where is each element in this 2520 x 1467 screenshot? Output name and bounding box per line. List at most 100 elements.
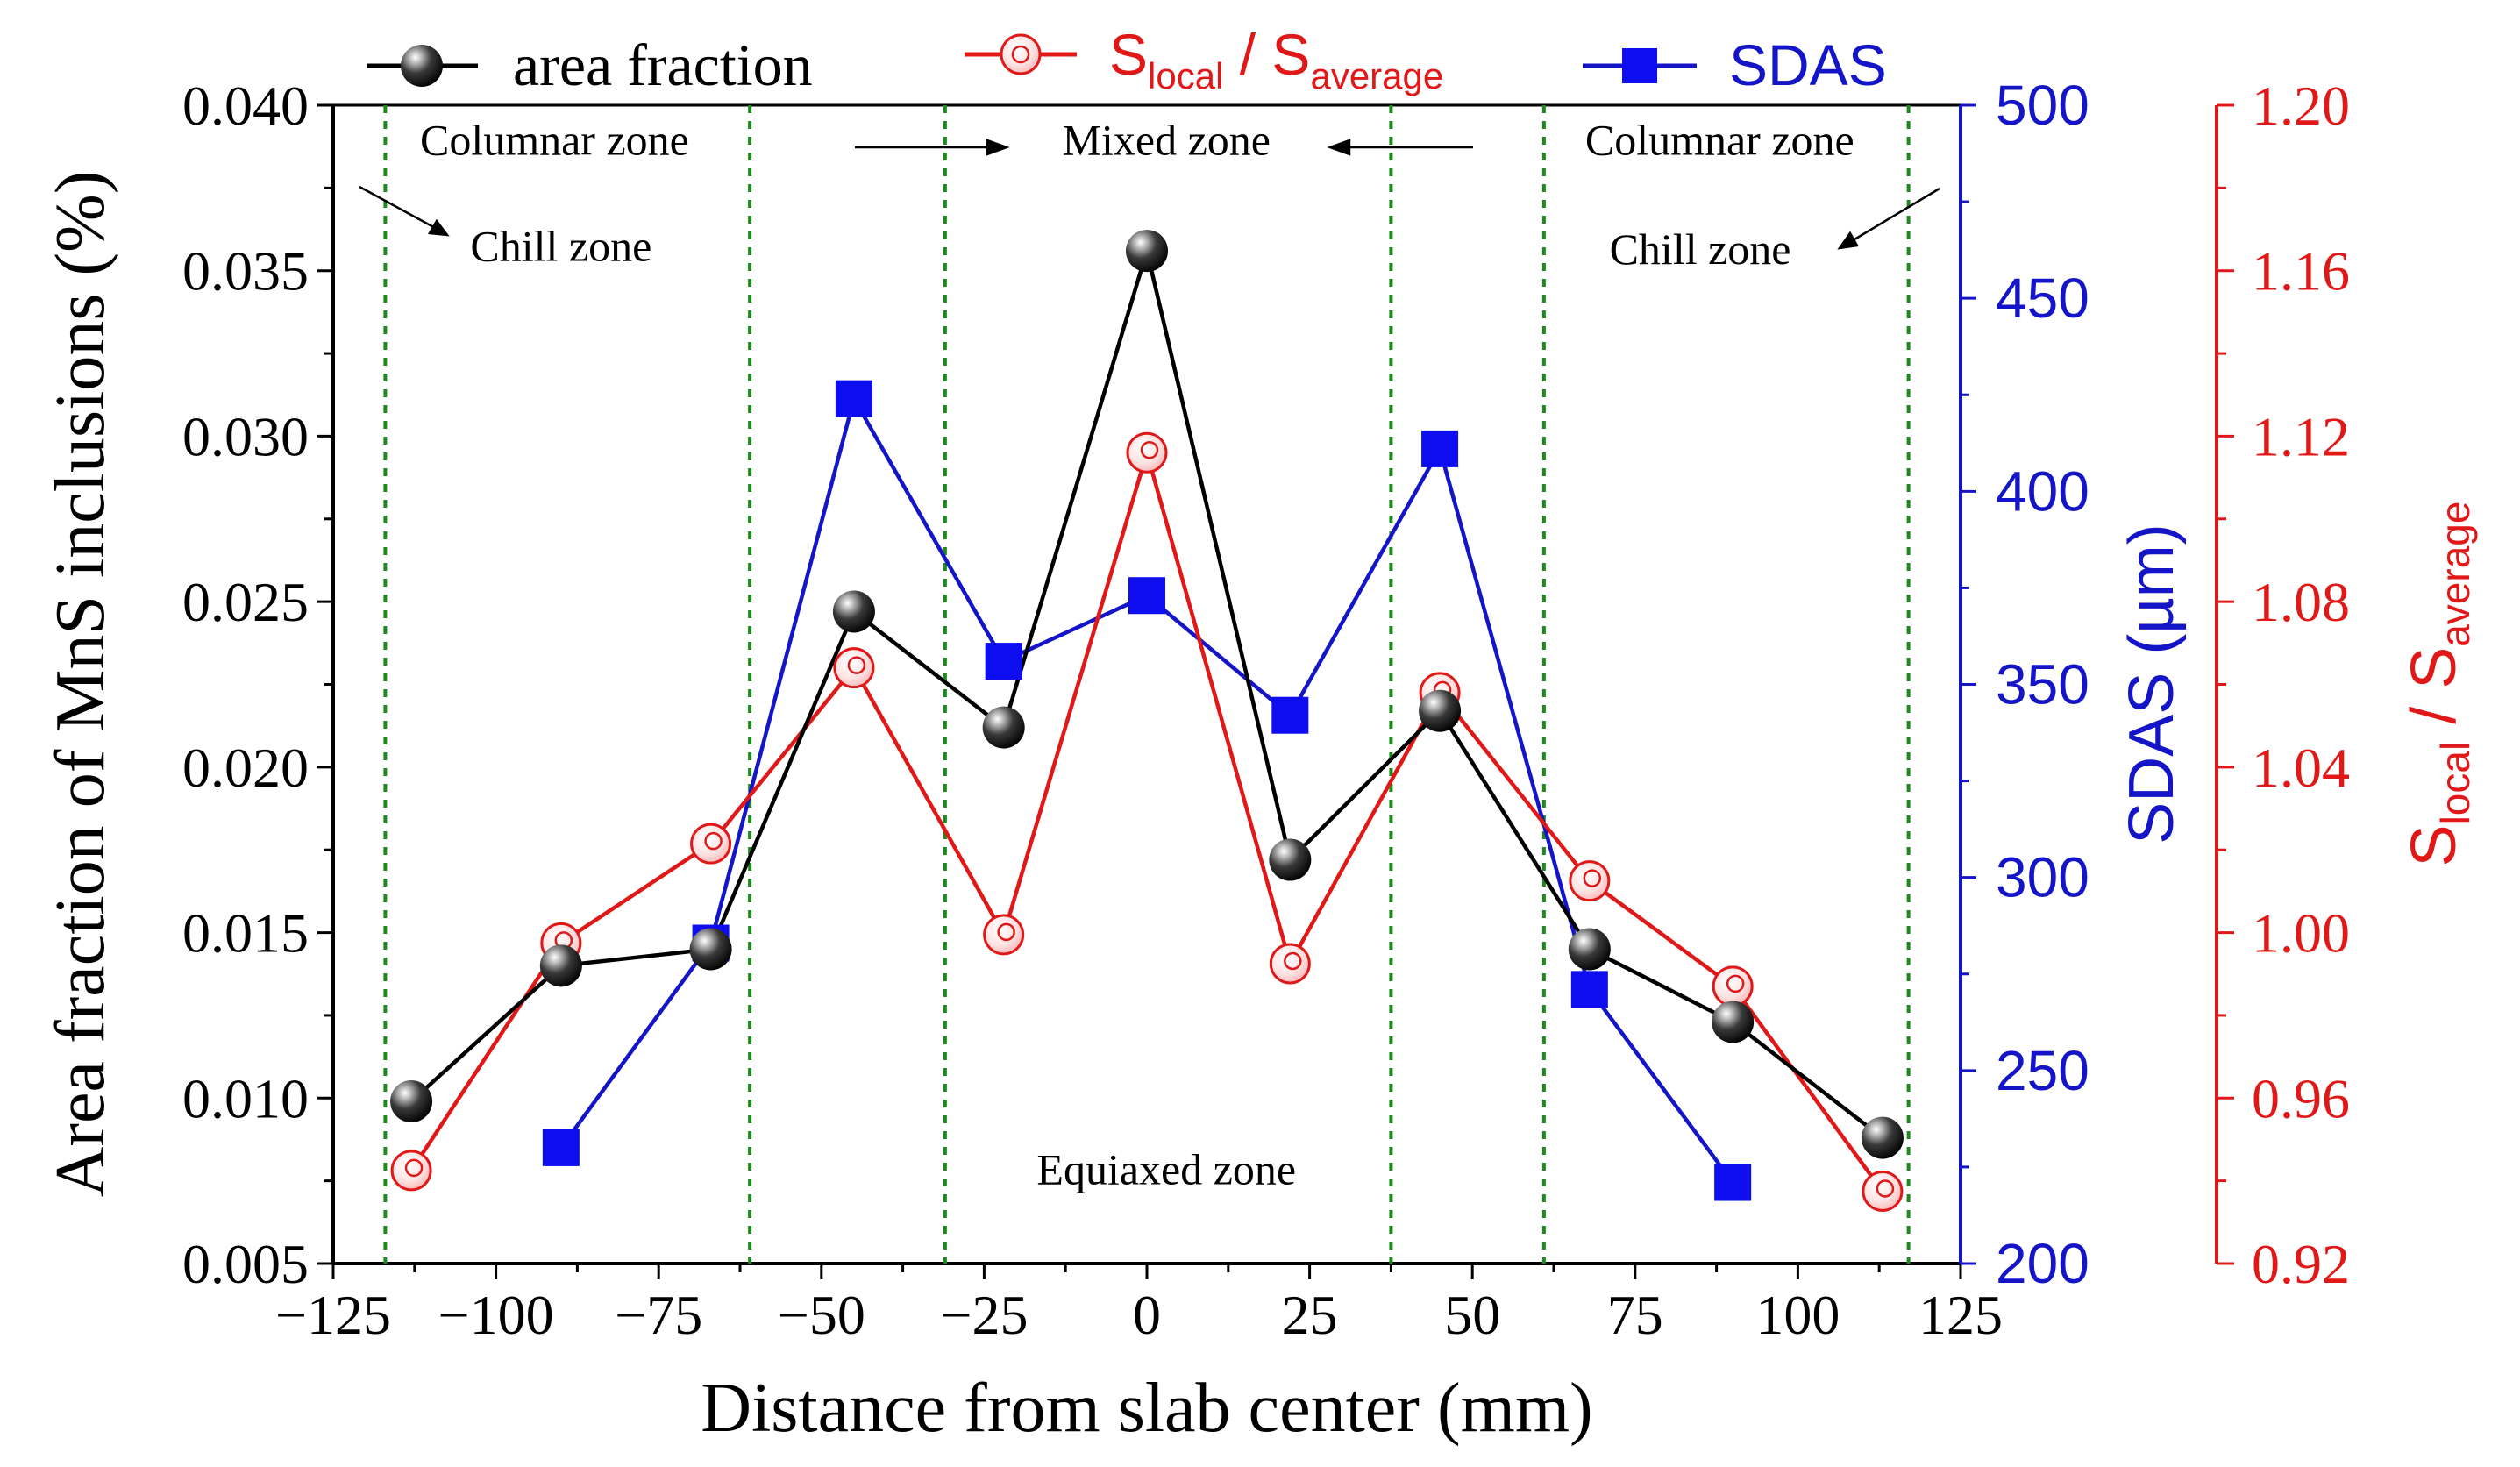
left-tick-label: 0.040 [182, 75, 309, 137]
chill-arrow-left-head [427, 218, 450, 237]
s-ratio-point [390, 1150, 432, 1192]
sdas-point [542, 1129, 580, 1166]
series-line-s-ratio [409, 445, 1884, 1193]
s-ratio-point [1712, 965, 1754, 1008]
legend-sub2: average [1310, 55, 1443, 96]
zone-arrows [359, 139, 1940, 250]
sdas-point [1421, 430, 1459, 467]
x-tick-label: −75 [615, 1284, 702, 1346]
sdas-point [985, 643, 1022, 680]
sdas-point [1570, 971, 1608, 1008]
sdas-tick-label: 450 [1996, 267, 2089, 330]
area-fraction-point [832, 590, 875, 633]
s-ratio-point-inner [847, 656, 866, 674]
area-fraction-point [1126, 230, 1168, 273]
series-layer [390, 230, 1904, 1212]
s-ratio-point [1269, 943, 1311, 985]
sdas-axis-title: SDAS (µm) [2117, 523, 2187, 844]
x-tick-label: 100 [1755, 1284, 1840, 1346]
left-tick-label: 0.005 [182, 1233, 309, 1295]
sdas-tick-label: 350 [1996, 653, 2089, 716]
s-ratio-point-inner [1726, 974, 1745, 993]
area-fraction-point [1861, 1116, 1904, 1159]
ratio-axis-title-sub1: local [2432, 742, 2478, 825]
left-tick-label: 0.020 [182, 737, 309, 799]
legend-item-s-ratio: Slocal / Saverage [965, 22, 1443, 96]
sdas-point [1271, 696, 1309, 734]
s-ratio-point [690, 823, 732, 865]
s-ratio-point-inner [704, 831, 723, 851]
s-ratio-point [983, 914, 1025, 956]
legend-label-area-fraction: area fraction [513, 32, 813, 98]
x-tick-label: 25 [1282, 1284, 1338, 1346]
left-tick-label: 0.010 [182, 1067, 309, 1129]
area-fraction-point [689, 928, 732, 971]
x-tick-label: −100 [438, 1284, 554, 1346]
s-ratio-point-inner [1583, 869, 1602, 887]
sdas-point [1714, 1164, 1752, 1201]
x-tick-label: −25 [940, 1284, 1028, 1346]
ratio-axis-title-s1: S [2399, 824, 2469, 866]
sdas-tick-label: 250 [1996, 1039, 2089, 1102]
zone-label: Mixed zone [1063, 116, 1271, 165]
left-tick-label: 0.035 [182, 240, 309, 303]
sdas-point [1128, 577, 1165, 615]
s-ratio-point [1862, 1170, 1904, 1212]
ratio-axis-title-sub2: average [2432, 502, 2478, 647]
x-tick-label: 75 [1607, 1284, 1663, 1346]
plot-frame [331, 103, 1962, 1265]
left-tick-label: 0.025 [182, 571, 309, 633]
ratio-tick-label: 1.04 [2252, 737, 2350, 799]
legend-s1: S [1109, 22, 1148, 87]
legend-mid: / S [1223, 22, 1310, 87]
chill-arrow-right-head [1837, 231, 1859, 250]
left-tick-label: 0.030 [182, 405, 309, 467]
legend-sub1: local [1148, 55, 1223, 96]
legend-marker-sdas [1622, 48, 1657, 83]
left-tick-label: 0.015 [182, 902, 309, 965]
legend-marker-s-ratio [1000, 33, 1042, 75]
s-ratio-point-inner [1876, 1179, 1895, 1198]
x-tick-label: −50 [778, 1284, 865, 1346]
s-ratio-point [1126, 431, 1168, 474]
sdas-tick-label: 300 [1996, 846, 2089, 909]
legend-marker-area-fraction [401, 45, 443, 87]
zone-label: Columnar zone [1585, 116, 1854, 165]
s-ratio-point [1569, 860, 1611, 902]
s-ratio-point-inner [997, 922, 1015, 942]
axis-ticks: −125 −100 −75 −50 −25 0 25 50 75 100 125 0.005 0.010… [182, 74, 2350, 1346]
ratio-tick-label: 1.12 [2252, 405, 2350, 467]
area-fraction-point [1269, 838, 1312, 881]
area-fraction-point [1419, 689, 1462, 732]
ratio-tick-label: 1.00 [2252, 902, 2350, 965]
ratio-tick-label: 1.16 [2252, 240, 2350, 303]
zone-labels: Columnar zone Chill zone Mixed zone Columna… [420, 116, 1854, 1194]
x-tick-label: −125 [275, 1284, 391, 1346]
area-fraction-point [1712, 1001, 1755, 1043]
mixed-arrow-left-head [986, 139, 1010, 156]
series-line-area-fraction [409, 243, 1884, 1140]
s-ratio-point-inner [1140, 441, 1159, 459]
zone-label: Columnar zone [420, 116, 689, 165]
legend-label-s-ratio: Slocal / Saverage [1109, 22, 1443, 96]
zone-boundaries [383, 105, 1911, 1264]
area-fraction-point [982, 706, 1025, 749]
x-axis-title: Distance from slab center (mm) [701, 1370, 1592, 1447]
s-ratio-point-inner [404, 1158, 424, 1178]
s-ratio-point [833, 647, 875, 689]
sdas-tick-label: 500 [1996, 74, 2089, 137]
zone-label: Chill zone [470, 221, 651, 270]
x-tick-label: 50 [1444, 1284, 1500, 1346]
area-fraction-point [390, 1080, 433, 1123]
zone-label: Equiaxed zone [1036, 1144, 1296, 1193]
ratio-tick-label: 0.92 [2252, 1233, 2350, 1295]
chill-arrow-left [359, 185, 439, 231]
zone-label: Chill zone [1610, 224, 1791, 274]
area-fraction-point [539, 944, 582, 987]
ratio-tick-label: 1.20 [2252, 75, 2350, 137]
legend-item-sdas: SDAS [1583, 32, 1887, 97]
sdas-point [835, 380, 872, 417]
x-tick-label: 125 [1918, 1284, 2003, 1346]
series-line-sdas [559, 393, 1734, 1184]
